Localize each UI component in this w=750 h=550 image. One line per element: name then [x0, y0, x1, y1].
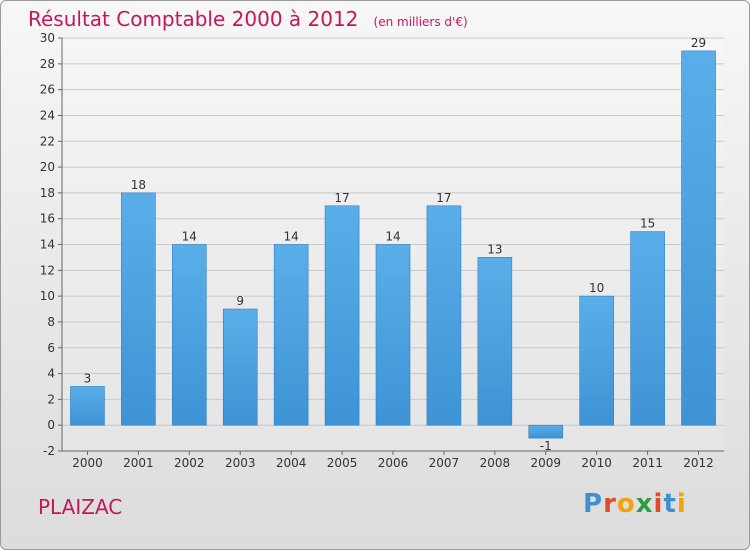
- proxiti-logo: Proxiti: [583, 489, 687, 519]
- data-label: 9: [236, 294, 244, 308]
- bar: [222, 308, 258, 426]
- y-tick-label: 0: [47, 418, 55, 432]
- chart-subtitle: (en milliers d'€): [373, 15, 468, 29]
- commune-name: PLAIZAC: [38, 495, 123, 519]
- x-tick-label: 2010: [581, 456, 612, 470]
- bar: [426, 205, 462, 426]
- logo-letter: i: [653, 489, 664, 519]
- data-label: 15: [640, 217, 655, 231]
- logo-letter: x: [635, 489, 654, 519]
- y-tick-label: 6: [47, 341, 55, 355]
- x-tick-label: 2008: [480, 456, 511, 470]
- y-tick-label: 24: [40, 108, 55, 122]
- y-tick-label: 30: [40, 31, 55, 45]
- x-tick-label: 2000: [72, 456, 103, 470]
- bar: [528, 424, 564, 439]
- logo-letter: t: [663, 489, 677, 519]
- chart-title-text: Résultat Comptable 2000 à 2012: [28, 7, 359, 31]
- data-label: 17: [436, 191, 451, 205]
- y-tick-label: 10: [40, 289, 55, 303]
- x-tick-label: 2011: [632, 456, 663, 470]
- data-label: 14: [284, 230, 299, 244]
- bar: [121, 192, 156, 426]
- bar: [70, 386, 105, 426]
- x-tick-label: 2002: [174, 456, 205, 470]
- x-tick-label: 2012: [683, 456, 714, 470]
- logo-letter: o: [616, 489, 636, 519]
- data-label: 29: [691, 36, 706, 50]
- x-tick-label: 2004: [276, 456, 307, 470]
- y-tick-label: 14: [40, 238, 55, 252]
- y-tick-label: 18: [40, 186, 55, 200]
- bar: [630, 231, 665, 426]
- data-label: 10: [589, 281, 604, 295]
- x-tick-label: 2001: [123, 456, 154, 470]
- bar: [477, 257, 513, 426]
- bar: [273, 244, 309, 426]
- y-tick-label: 16: [40, 212, 55, 226]
- y-tick-label: 22: [40, 134, 55, 148]
- data-label: 3: [84, 371, 92, 385]
- logo-letter: P: [583, 489, 604, 519]
- y-tick-label: 8: [47, 315, 55, 329]
- bar: [681, 50, 716, 426]
- y-tick-label: 12: [40, 263, 55, 277]
- x-tick-label: 2009: [530, 456, 561, 470]
- bar: [579, 295, 614, 426]
- logo-letter: r: [603, 489, 617, 519]
- x-tick-label: 2007: [429, 456, 460, 470]
- y-tick-label: 26: [40, 83, 55, 97]
- data-label: 18: [131, 178, 146, 192]
- data-label: 14: [385, 230, 400, 244]
- y-tick-label: -2: [43, 444, 55, 458]
- logo-letter: i: [676, 489, 687, 519]
- data-label: -1: [540, 439, 552, 453]
- y-tick-label: 4: [47, 367, 55, 381]
- bar: [172, 244, 207, 426]
- x-tick-label: 2003: [225, 456, 256, 470]
- bar: [375, 244, 411, 426]
- y-tick-label: 20: [40, 160, 55, 174]
- chart-title: Résultat Comptable 2000 à 2012 (en milli…: [28, 7, 468, 31]
- y-tick-label: 28: [40, 57, 55, 71]
- y-tick-label: 2: [47, 392, 55, 406]
- data-label: 14: [182, 230, 197, 244]
- x-tick-label: 2005: [327, 456, 358, 470]
- x-tick-label: 2006: [378, 456, 409, 470]
- data-label: 13: [487, 242, 502, 256]
- data-label: 17: [334, 191, 349, 205]
- bar: [324, 205, 360, 426]
